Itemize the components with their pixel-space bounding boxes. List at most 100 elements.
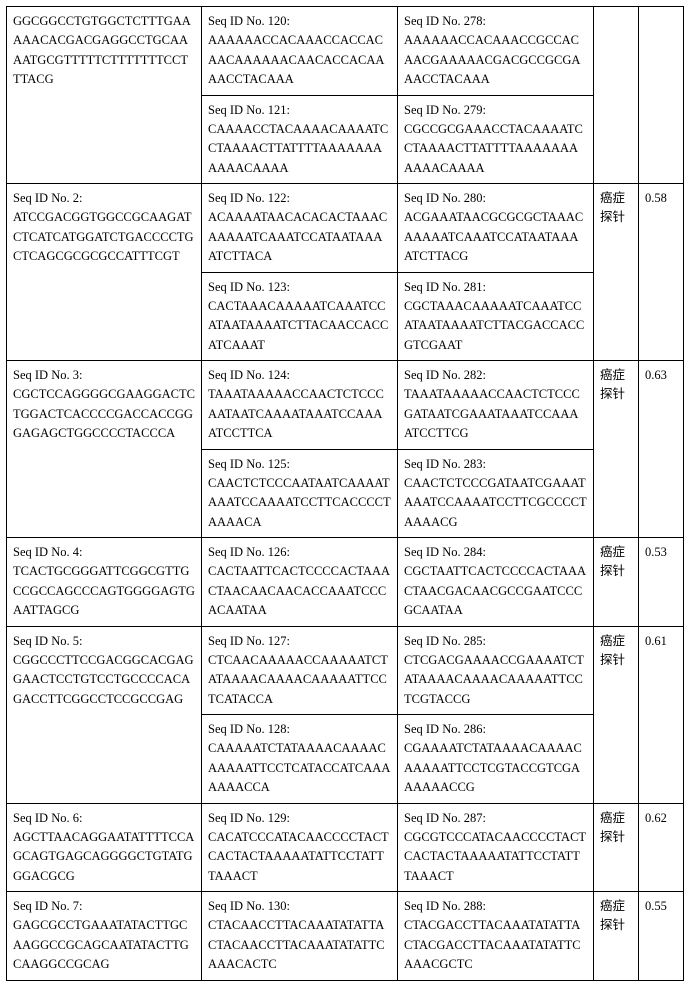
seq-id: Seq ID No. 120: [208, 12, 391, 31]
sequence-text: CTCGACGAAAACCGAAAATCTATAAAACAAAACAAAAATT… [404, 651, 587, 709]
table-cell: Seq ID No. 121:CAAAACCTACAAAACAAAATCCTAA… [202, 95, 398, 184]
seq-id: Seq ID No. 288: [404, 897, 587, 916]
sequence-text: GGCGGCCTGTGGCTCTTTGAAAAACACGACGAGGCCTGCA… [13, 12, 195, 90]
seq-id: Seq ID No. 280: [404, 189, 587, 208]
table-cell: Seq ID No. 120:AAAAAACCACAAACCACCACAACAA… [202, 7, 398, 96]
table-cell: Seq ID No. 129:CACATCCCATACAACCCCTACTCAC… [202, 803, 398, 892]
table-cell: 癌症探针 [594, 361, 639, 538]
seq-id: Seq ID No. 3: [13, 366, 195, 385]
seq-id: Seq ID No. 279: [404, 101, 587, 120]
sequence-text: GAGCGCCTGAAATATACTTGCAAGGCCGCAGCAATATACT… [13, 916, 195, 974]
sequence-text: CACATCCCATACAACCCCTACTCACTACTAAAAATATTCC… [208, 828, 391, 886]
table-cell: 癌症探针 [594, 184, 639, 361]
sequence-text: CGCGTCCCATACAACCCCTACTCACTACTAAAAATATTCC… [404, 828, 587, 886]
sequence-text: TAAATAAAAACCAACTCTCCCGATAATCGAAATAAATCCA… [404, 385, 587, 443]
table-cell: 0.61 [639, 626, 684, 803]
table-cell: 癌症探针 [594, 538, 639, 627]
seq-id: Seq ID No. 7: [13, 897, 195, 916]
sequence-text: CAACTCTCCCAATAATCAAAATAAATCCAAAATCCTTCAC… [208, 474, 391, 532]
table-cell: Seq ID No. 6:AGCTTAACAGGAATATTTTCCAGCAGT… [7, 803, 202, 892]
table-cell: Seq ID No. 7:GAGCGCCTGAAATATACTTGCAAGGCC… [7, 892, 202, 981]
table-cell: Seq ID No. 279:CGCCGCGAAACCTACAAAATCCTAA… [398, 95, 594, 184]
seq-id: Seq ID No. 126: [208, 543, 391, 562]
seq-id: Seq ID No. 287: [404, 809, 587, 828]
table-cell: Seq ID No. 5:CGGCCCTTCCGACGGCACGAGGAACTC… [7, 626, 202, 803]
table-cell: Seq ID No. 126:CACTAATTCACTCCCCACTAAACTA… [202, 538, 398, 627]
seq-id: Seq ID No. 125: [208, 455, 391, 474]
sequence-text: AAAAAACCACAAACCGCCACAACGAAAAACGACGCCGCGA… [404, 31, 587, 89]
sequence-text: CTCAACAAAAACCAAAAATCTATAAAACAAAACAAAAATT… [208, 651, 391, 709]
seq-id: Seq ID No. 130: [208, 897, 391, 916]
table-cell: 0.55 [639, 892, 684, 981]
sequence-text: CAAAAATCTATAAAACAAAACAAAAATTCCTCATACCATC… [208, 739, 391, 797]
sequence-text: CTACAACCTTACAAATATATTACTACAACCTTACAAATAT… [208, 916, 391, 974]
sequence-text: CACTAAACAAAAATCAAATCCATAATAAAATCTTACAACC… [208, 297, 391, 355]
seq-id: Seq ID No. 129: [208, 809, 391, 828]
seq-id: Seq ID No. 6: [13, 809, 195, 828]
sequence-text: CGCTAATTCACTCCCCACTAAACTAACGACAACGCCGAAT… [404, 562, 587, 620]
table-cell: Seq ID No. 281:CGCTAAACAAAAATCAAATCCATAA… [398, 272, 594, 361]
seq-id: Seq ID No. 127: [208, 632, 391, 651]
table-cell: Seq ID No. 283:CAACTCTCCCGATAATCGAAATAAA… [398, 449, 594, 538]
table-cell [594, 7, 639, 184]
table-cell: 0.62 [639, 803, 684, 892]
sequence-text: ACGAAATAACGCGCGCTAAACAAAAATCAAATCCATAATA… [404, 208, 587, 266]
table-row: Seq ID No. 7:GAGCGCCTGAAATATACTTGCAAGGCC… [7, 892, 684, 981]
sequence-text: CAACTCTCCCGATAATCGAAATAAATCCAAAATCCTTCGC… [404, 474, 587, 532]
seq-id: Seq ID No. 4: [13, 543, 195, 562]
sequence-text: CGCTAAACAAAAATCAAATCCATAATAAAATCTTACGACC… [404, 297, 587, 355]
table-cell: Seq ID No. 122:ACAAAATAACACACACTAAACAAAA… [202, 184, 398, 273]
seq-id: Seq ID No. 284: [404, 543, 587, 562]
table-cell: Seq ID No. 123:CACTAAACAAAAATCAAATCCATAA… [202, 272, 398, 361]
table-row: Seq ID No. 5:CGGCCCTTCCGACGGCACGAGGAACTC… [7, 626, 684, 715]
table-cell: Seq ID No. 125:CAACTCTCCCAATAATCAAAATAAA… [202, 449, 398, 538]
seq-id: Seq ID No. 281: [404, 278, 587, 297]
table-cell: Seq ID No. 286:CGAAAATCTATAAAACAAAACAAAA… [398, 715, 594, 804]
table-cell: Seq ID No. 285:CTCGACGAAAACCGAAAATCTATAA… [398, 626, 594, 715]
table-cell: Seq ID No. 127:CTCAACAAAAACCAAAAATCTATAA… [202, 626, 398, 715]
sequence-text: TCACTGCGGGATTCGGCGTTGCCGCCAGCCCAGTGGGGAG… [13, 562, 195, 620]
table-cell: 癌症探针 [594, 803, 639, 892]
sequence-text: AGCTTAACAGGAATATTTTCCAGCAGTGAGCAGGGGCTGT… [13, 828, 195, 886]
sequence-text: CAAAACCTACAAAACAAAATCCTAAAACTTATTTTAAAAA… [208, 120, 391, 178]
table-cell: Seq ID No. 288:CTACGACCTTACAAATATATTACTA… [398, 892, 594, 981]
table-cell: Seq ID No. 280:ACGAAATAACGCGCGCTAAACAAAA… [398, 184, 594, 273]
table-cell: 癌症探针 [594, 892, 639, 981]
table-cell: 癌症探针 [594, 626, 639, 803]
table-row: Seq ID No. 3:CGCTCCAGGGGCGAAGGACTCTGGACT… [7, 361, 684, 450]
sequence-text: CGAAAATCTATAAAACAAAACAAAAATTCCTCGTACCGTC… [404, 739, 587, 797]
table-row: Seq ID No. 2:ATCCGACGGTGGCCGCAAGATCTCATC… [7, 184, 684, 273]
table-cell: Seq ID No. 278:AAAAAACCACAAACCGCCACAACGA… [398, 7, 594, 96]
sequence-text: TAAATAAAAACCAACTCTCCCAATAATCAAAATAAATCCA… [208, 385, 391, 443]
table-cell: 0.63 [639, 361, 684, 538]
seq-id: Seq ID No. 282: [404, 366, 587, 385]
sequence-text: CGGCCCTTCCGACGGCACGAGGAACTCCTGTCCTGCCCCA… [13, 651, 195, 709]
table-cell [639, 7, 684, 184]
table-cell: Seq ID No. 128:CAAAAATCTATAAAACAAAACAAAA… [202, 715, 398, 804]
table-cell: 0.58 [639, 184, 684, 361]
sequence-text: CGCCGCGAAACCTACAAAATCCTAAAACTTATTTTAAAAA… [404, 120, 587, 178]
sequence-text: ATCCGACGGTGGCCGCAAGATCTCATCATGGATCTGACCC… [13, 208, 195, 266]
table-cell: Seq ID No. 130:CTACAACCTTACAAATATATTACTA… [202, 892, 398, 981]
table-row: Seq ID No. 4:TCACTGCGGGATTCGGCGTTGCCGCCA… [7, 538, 684, 627]
seq-id: Seq ID No. 123: [208, 278, 391, 297]
table-cell: GGCGGCCTGTGGCTCTTTGAAAAACACGACGAGGCCTGCA… [7, 7, 202, 184]
seq-id: Seq ID No. 128: [208, 720, 391, 739]
table-row: GGCGGCCTGTGGCTCTTTGAAAAACACGACGAGGCCTGCA… [7, 7, 684, 96]
sequence-text: ACAAAATAACACACACTAAACAAAAATCAAATCCATAATA… [208, 208, 391, 266]
table-cell: Seq ID No. 284:CGCTAATTCACTCCCCACTAAACTA… [398, 538, 594, 627]
table-cell: Seq ID No. 3:CGCTCCAGGGGCGAAGGACTCTGGACT… [7, 361, 202, 538]
table-cell: Seq ID No. 287:CGCGTCCCATACAACCCCTACTCAC… [398, 803, 594, 892]
seq-id: Seq ID No. 122: [208, 189, 391, 208]
seq-id: Seq ID No. 5: [13, 632, 195, 651]
seq-id: Seq ID No. 286: [404, 720, 587, 739]
sequence-text: CGCTCCAGGGGCGAAGGACTCTGGACTCACCCCGACCACC… [13, 385, 195, 443]
sequence-text: CACTAATTCACTCCCCACTAAACTAACAACAACACCAAAT… [208, 562, 391, 620]
table-cell: Seq ID No. 4:TCACTGCGGGATTCGGCGTTGCCGCCA… [7, 538, 202, 627]
sequence-table: GGCGGCCTGTGGCTCTTTGAAAAACACGACGAGGCCTGCA… [6, 6, 684, 981]
table-cell: Seq ID No. 282:TAAATAAAAACCAACTCTCCCGATA… [398, 361, 594, 450]
seq-id: Seq ID No. 2: [13, 189, 195, 208]
seq-id: Seq ID No. 283: [404, 455, 587, 474]
seq-id: Seq ID No. 124: [208, 366, 391, 385]
table-cell: Seq ID No. 124:TAAATAAAAACCAACTCTCCCAATA… [202, 361, 398, 450]
